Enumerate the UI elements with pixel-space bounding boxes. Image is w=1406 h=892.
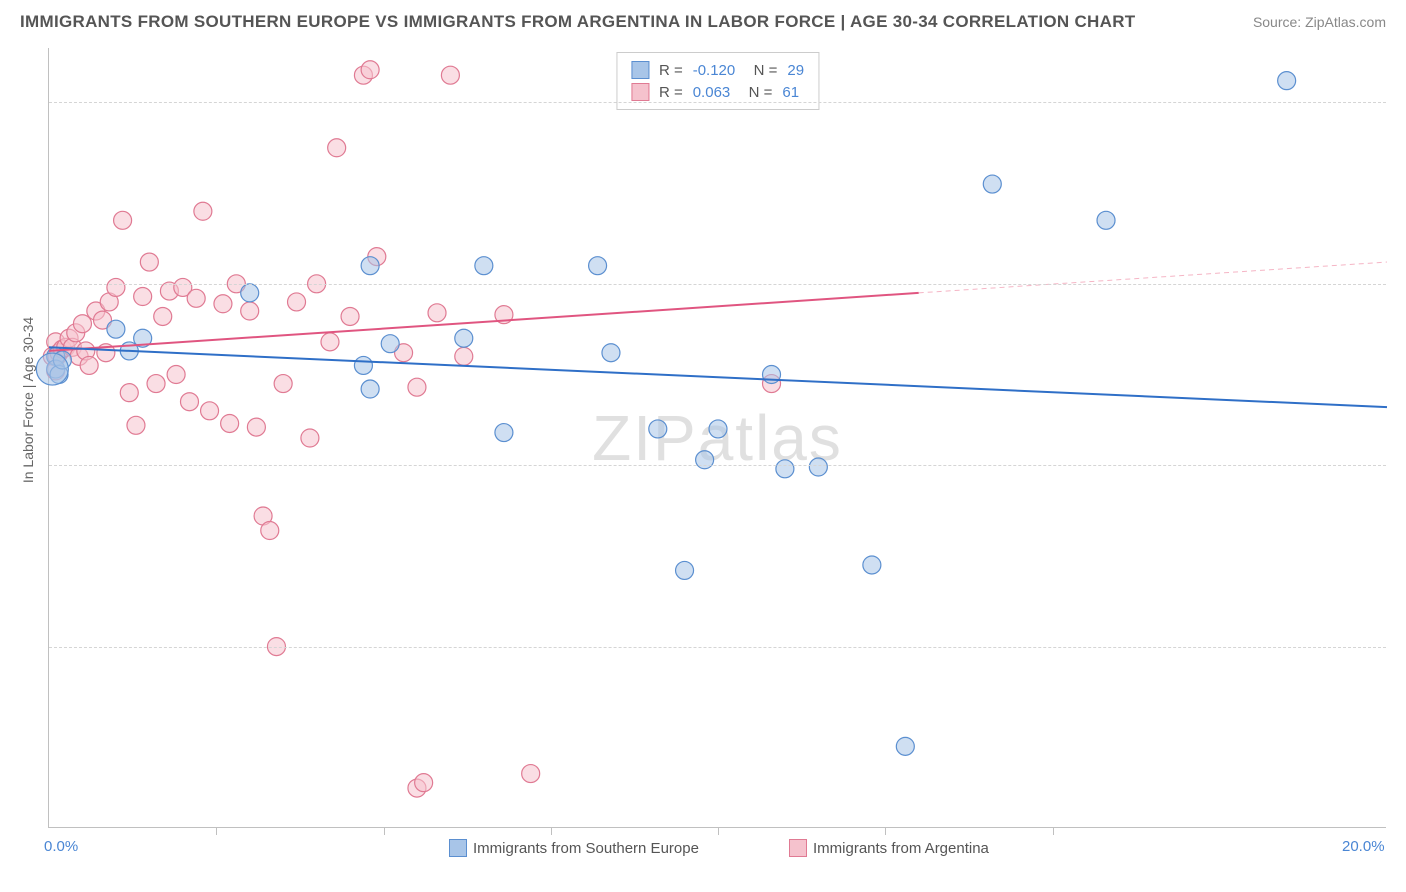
legend-swatch-a <box>449 839 467 857</box>
chart-title: IMMIGRANTS FROM SOUTHERN EUROPE VS IMMIG… <box>20 12 1135 32</box>
r-value-b: 0.063 <box>693 84 731 101</box>
y-tick-label: 70.0% <box>1396 637 1406 654</box>
scatter-svg <box>49 48 1386 827</box>
x-tick <box>384 827 385 835</box>
x-tick-label: 0.0% <box>44 838 78 855</box>
x-tick <box>551 827 552 835</box>
gridline-horizontal <box>49 102 1386 103</box>
stats-row-series-b: R = 0.063 N = 61 <box>631 81 804 103</box>
swatch-series-a <box>631 61 649 79</box>
x-tick-label: 20.0% <box>1342 838 1385 855</box>
r-value-a: -0.120 <box>693 62 736 79</box>
swatch-series-b <box>631 83 649 101</box>
x-legend-series-b: Immigrants from Argentina <box>789 839 989 857</box>
legend-label-b: Immigrants from Argentina <box>813 840 989 857</box>
correlation-stats-box: R = -0.120 N = 29 R = 0.063 N = 61 <box>616 52 819 110</box>
source-label: Source: ZipAtlas.com <box>1253 14 1386 30</box>
y-tick-label: 80.0% <box>1396 455 1406 472</box>
gridline-horizontal <box>49 284 1386 285</box>
legend-swatch-b <box>789 839 807 857</box>
gridline-horizontal <box>49 647 1386 648</box>
x-legend-series-a: Immigrants from Southern Europe <box>449 839 699 857</box>
gridline-horizontal <box>49 465 1386 466</box>
x-tick <box>885 827 886 835</box>
y-tick-label: 100.0% <box>1396 92 1406 109</box>
y-tick-label: 90.0% <box>1396 274 1406 291</box>
n-value-b: 61 <box>782 84 799 101</box>
n-value-a: 29 <box>787 62 804 79</box>
x-tick <box>718 827 719 835</box>
x-tick <box>216 827 217 835</box>
stats-row-series-a: R = -0.120 N = 29 <box>631 59 804 81</box>
legend-label-a: Immigrants from Southern Europe <box>473 840 699 857</box>
x-tick <box>1053 827 1054 835</box>
y-axis-label: In Labor Force | Age 30-34 <box>20 317 36 483</box>
chart-plot-area: ZIPatlas R = -0.120 N = 29 R = 0.063 N =… <box>48 48 1386 828</box>
